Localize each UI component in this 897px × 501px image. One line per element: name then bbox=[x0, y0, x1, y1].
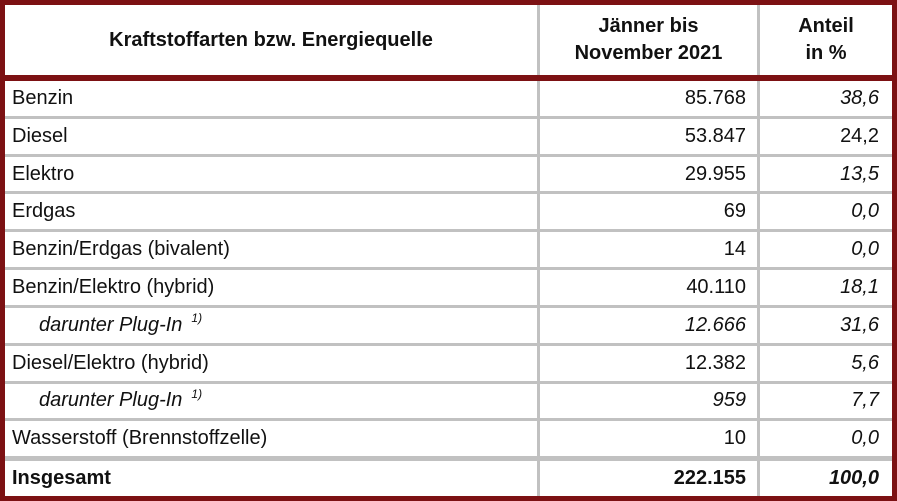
row-label-cell: Diesel/Elektro (hybrid) bbox=[5, 346, 537, 381]
table-row: darunter Plug-In 1) 959 7,7 bbox=[5, 383, 892, 422]
row-share: 24,2 bbox=[757, 118, 892, 154]
row-label: Benzin bbox=[12, 86, 74, 109]
row-share: 0,0 bbox=[757, 194, 892, 230]
row-value: 12.382 bbox=[537, 345, 757, 381]
row-value: 53.847 bbox=[537, 118, 757, 154]
row-label: darunter Plug-In bbox=[39, 389, 183, 412]
row-value: 85.768 bbox=[537, 81, 757, 116]
table-row: Erdgas 69 0,0 bbox=[5, 194, 892, 233]
header-period: Jänner bis November 2021 bbox=[537, 5, 757, 75]
row-label: Diesel bbox=[12, 124, 68, 147]
header-share: Anteil in % bbox=[757, 5, 892, 75]
row-share: 0,0 bbox=[757, 232, 892, 268]
table-row: Insgesamt 222.155 100,0 bbox=[5, 459, 892, 496]
row-footnote-marker: 1) bbox=[191, 311, 203, 326]
row-share: 31,6 bbox=[757, 307, 892, 343]
table-row: darunter Plug-In 1) 12.666 31,6 bbox=[5, 307, 892, 346]
row-label-cell: Erdgas bbox=[5, 194, 537, 229]
row-label: Benzin/Elektro (hybrid) bbox=[12, 275, 215, 298]
row-label-cell: Wasserstoff (Brennstoffzelle) bbox=[5, 421, 537, 456]
row-label-cell: Elektro bbox=[5, 157, 537, 192]
row-share: 38,6 bbox=[757, 81, 892, 116]
row-value: 959 bbox=[537, 383, 757, 419]
row-value: 10 bbox=[537, 421, 757, 457]
row-value: 222.155 bbox=[537, 461, 757, 496]
header-fuel-type: Kraftstoffarten bzw. Energiequelle bbox=[109, 28, 433, 51]
row-label-cell: darunter Plug-In 1) bbox=[5, 384, 537, 419]
row-value: 69 bbox=[537, 194, 757, 230]
row-label-cell: Benzin bbox=[5, 81, 537, 116]
row-share: 5,6 bbox=[757, 345, 892, 381]
row-label: Diesel/Elektro (hybrid) bbox=[12, 351, 209, 374]
row-value: 12.666 bbox=[537, 307, 757, 343]
row-share: 100,0 bbox=[757, 461, 892, 496]
row-footnote-marker: 1) bbox=[191, 386, 203, 401]
header-period-line2: November 2021 bbox=[574, 42, 723, 64]
row-label-cell: Benzin/Erdgas (bivalent) bbox=[5, 232, 537, 267]
header-period-line1: Jänner bis bbox=[598, 15, 699, 37]
row-value: 29.955 bbox=[537, 156, 757, 192]
row-label-cell: Benzin/Elektro (hybrid) bbox=[5, 270, 537, 305]
row-label: Insgesamt bbox=[12, 467, 111, 490]
row-label-cell: Diesel bbox=[5, 119, 537, 154]
row-label: Elektro bbox=[12, 162, 75, 185]
table-row: Diesel 53.847 24,2 bbox=[5, 118, 892, 157]
table-row: Benzin/Elektro (hybrid) 40.110 18,1 bbox=[5, 270, 892, 308]
row-share: 0,0 bbox=[757, 421, 892, 457]
row-value: 40.110 bbox=[537, 270, 757, 305]
table-row: Diesel/Elektro (hybrid) 12.382 5,6 bbox=[5, 345, 892, 384]
table-body: Benzin 85.768 38,6 Diesel 53.847 24,2 El… bbox=[5, 81, 892, 496]
table-row: Benzin/Erdgas (bivalent) 14 0,0 bbox=[5, 232, 892, 271]
row-label-cell: darunter Plug-In 1) bbox=[5, 308, 537, 343]
header-share-line2: in % bbox=[805, 42, 847, 64]
row-label-cell: Insgesamt bbox=[5, 461, 537, 496]
row-value: 14 bbox=[537, 232, 757, 268]
row-share: 18,1 bbox=[757, 270, 892, 305]
row-label: darunter Plug-In bbox=[39, 313, 183, 336]
header-share-line1: Anteil bbox=[798, 15, 854, 37]
row-label: Wasserstoff (Brennstoffzelle) bbox=[12, 427, 268, 450]
row-share: 13,5 bbox=[757, 156, 892, 192]
row-label: Benzin/Erdgas (bivalent) bbox=[12, 238, 230, 261]
row-share: 7,7 bbox=[757, 383, 892, 419]
table-header: Kraftstoffarten bzw. Energiequelle Jänne… bbox=[5, 5, 892, 81]
table-row: Wasserstoff (Brennstoffzelle) 10 0,0 bbox=[5, 421, 892, 460]
table-row: Benzin 85.768 38,6 bbox=[5, 81, 892, 119]
table-row: Elektro 29.955 13,5 bbox=[5, 156, 892, 195]
row-label: Erdgas bbox=[12, 200, 76, 223]
